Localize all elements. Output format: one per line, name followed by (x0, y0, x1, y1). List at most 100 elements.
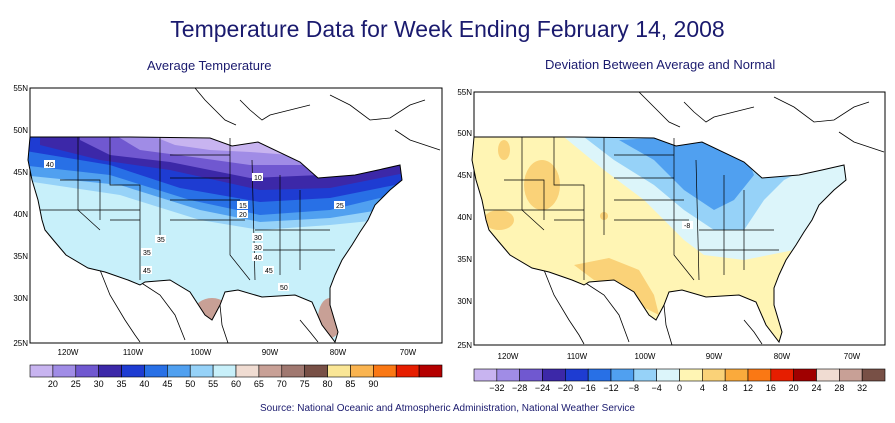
legend-label: 35 (117, 379, 127, 389)
legend-swatch (679, 368, 703, 382)
svg-text:45N: 45N (457, 171, 472, 180)
legend-swatch (418, 364, 443, 378)
svg-text:120W: 120W (58, 348, 79, 357)
contour-label: -8 (684, 223, 690, 230)
contour-label: 35 (143, 250, 151, 257)
contour-label: 35 (157, 237, 165, 244)
contour-labels: -8 (682, 221, 693, 230)
legend-label: −24 (535, 383, 550, 393)
legend-label: 4 (700, 383, 705, 393)
deviation-legend: −32 −28 −24 −20 −16 −12 −8 −4 0 4 8 12 16 20 24 28 32 (473, 368, 886, 393)
svg-text:120W: 120W (498, 352, 519, 361)
legend-label: 20 (48, 379, 58, 389)
legend-label: 80 (323, 379, 333, 389)
legend-label: 45 (162, 379, 172, 389)
svg-text:90W: 90W (706, 352, 723, 361)
svg-text:80W: 80W (774, 352, 791, 361)
legend-label: −20 (558, 383, 573, 393)
legend-swatch (29, 364, 54, 378)
contour-label: 40 (46, 162, 54, 169)
svg-text:90W: 90W (262, 348, 279, 357)
legend-swatch (75, 364, 99, 378)
legend-swatch (770, 368, 794, 382)
left-map-subtitle: Average Temperature (147, 58, 272, 73)
legend-swatch (816, 368, 840, 382)
legend-label: 28 (834, 383, 844, 393)
contour-labels: 40 10 15 20 25 30 35 35 30 40 45 45 50 (44, 160, 345, 292)
longitude-labels: 120W 110W 100W 90W 80W 70W (58, 348, 417, 357)
deviation-map-panel: -8 55N 50N 45N 40N 35N 30N 25N 120W 110W… (444, 80, 895, 405)
legend-label: 75 (300, 379, 310, 389)
legend-label: 8 (723, 383, 728, 393)
contour-label: 30 (254, 235, 262, 242)
legend-label: 25 (71, 379, 81, 389)
legend-swatch (281, 364, 305, 378)
contour-label: 10 (254, 175, 262, 182)
legend-label: 24 (811, 383, 821, 393)
svg-text:40N: 40N (457, 213, 472, 222)
svg-text:55N: 55N (13, 84, 28, 93)
svg-text:30N: 30N (457, 297, 472, 306)
legend-label: 30 (94, 379, 104, 389)
average-temperature-map: 40 10 15 20 25 30 35 35 30 40 45 45 50 5… (13, 84, 443, 389)
longitude-labels: 120W 110W 100W 90W 80W 70W (498, 352, 861, 361)
contour-label: 50 (280, 285, 288, 292)
legend-swatch (373, 364, 397, 378)
svg-text:70W: 70W (400, 348, 417, 357)
legend-label: −16 (581, 383, 596, 393)
deviation-map: -8 55N 50N 45N 40N 35N 30N 25N 120W 110W… (457, 88, 886, 393)
legend-label: −12 (603, 383, 618, 393)
legend-label: −32 (489, 383, 504, 393)
legend-label: 55 (208, 379, 218, 389)
legend-swatch (167, 364, 191, 378)
legend-swatch (327, 364, 351, 378)
legend-swatch (839, 368, 863, 382)
average-temperature-map-panel: 40 10 15 20 25 30 35 35 30 40 45 45 50 5… (0, 80, 445, 405)
temperature-legend: 20 25 30 35 40 45 50 55 60 65 70 75 80 85 90 (29, 364, 443, 389)
legend-swatch (542, 368, 566, 382)
contour-label: 30 (254, 245, 262, 252)
legend-swatch (702, 368, 726, 382)
legend-swatch (565, 368, 589, 382)
svg-text:100W: 100W (191, 348, 212, 357)
legend-swatch (633, 368, 657, 382)
legend-swatch (350, 364, 374, 378)
svg-text:25N: 25N (13, 339, 28, 348)
legend-label: −28 (512, 383, 527, 393)
right-map-subtitle: Deviation Between Average and Normal (545, 57, 776, 72)
svg-text:50N: 50N (13, 126, 28, 135)
svg-text:50N: 50N (457, 129, 472, 138)
svg-text:40N: 40N (13, 210, 28, 219)
svg-text:110W: 110W (567, 352, 588, 361)
legend-label: 60 (231, 379, 241, 389)
legend-swatch (52, 364, 77, 378)
legend-swatch (861, 368, 886, 382)
latitude-labels: 55N 50N 45N 40N 35N 30N 25N (457, 88, 472, 350)
svg-text:80W: 80W (330, 348, 347, 357)
legend-swatch (793, 368, 817, 382)
contour-label: 20 (239, 212, 247, 219)
contour-label: 45 (143, 268, 151, 275)
legend-swatch (656, 368, 680, 382)
legend-label: 40 (139, 379, 149, 389)
legend-label: 85 (345, 379, 355, 389)
svg-text:100W: 100W (635, 352, 656, 361)
legend-label: −4 (652, 383, 662, 393)
legend-label: 32 (857, 383, 867, 393)
contour-label: 25 (336, 203, 344, 210)
legend-label: −8 (629, 383, 639, 393)
legend-swatch (587, 368, 612, 382)
legend-swatch (724, 368, 749, 382)
svg-text:55N: 55N (457, 88, 472, 97)
legend-label: 20 (789, 383, 799, 393)
contour-label: 15 (239, 203, 247, 210)
legend-swatch (212, 364, 237, 378)
legend-swatch (189, 364, 214, 378)
state-boundaries (27, 136, 403, 344)
coastline-lines (543, 91, 885, 346)
legend-swatch (144, 364, 168, 378)
legend-swatch (98, 364, 122, 378)
legend-label: 0 (677, 383, 682, 393)
legend-label: 12 (743, 383, 753, 393)
svg-text:30N: 30N (13, 294, 28, 303)
